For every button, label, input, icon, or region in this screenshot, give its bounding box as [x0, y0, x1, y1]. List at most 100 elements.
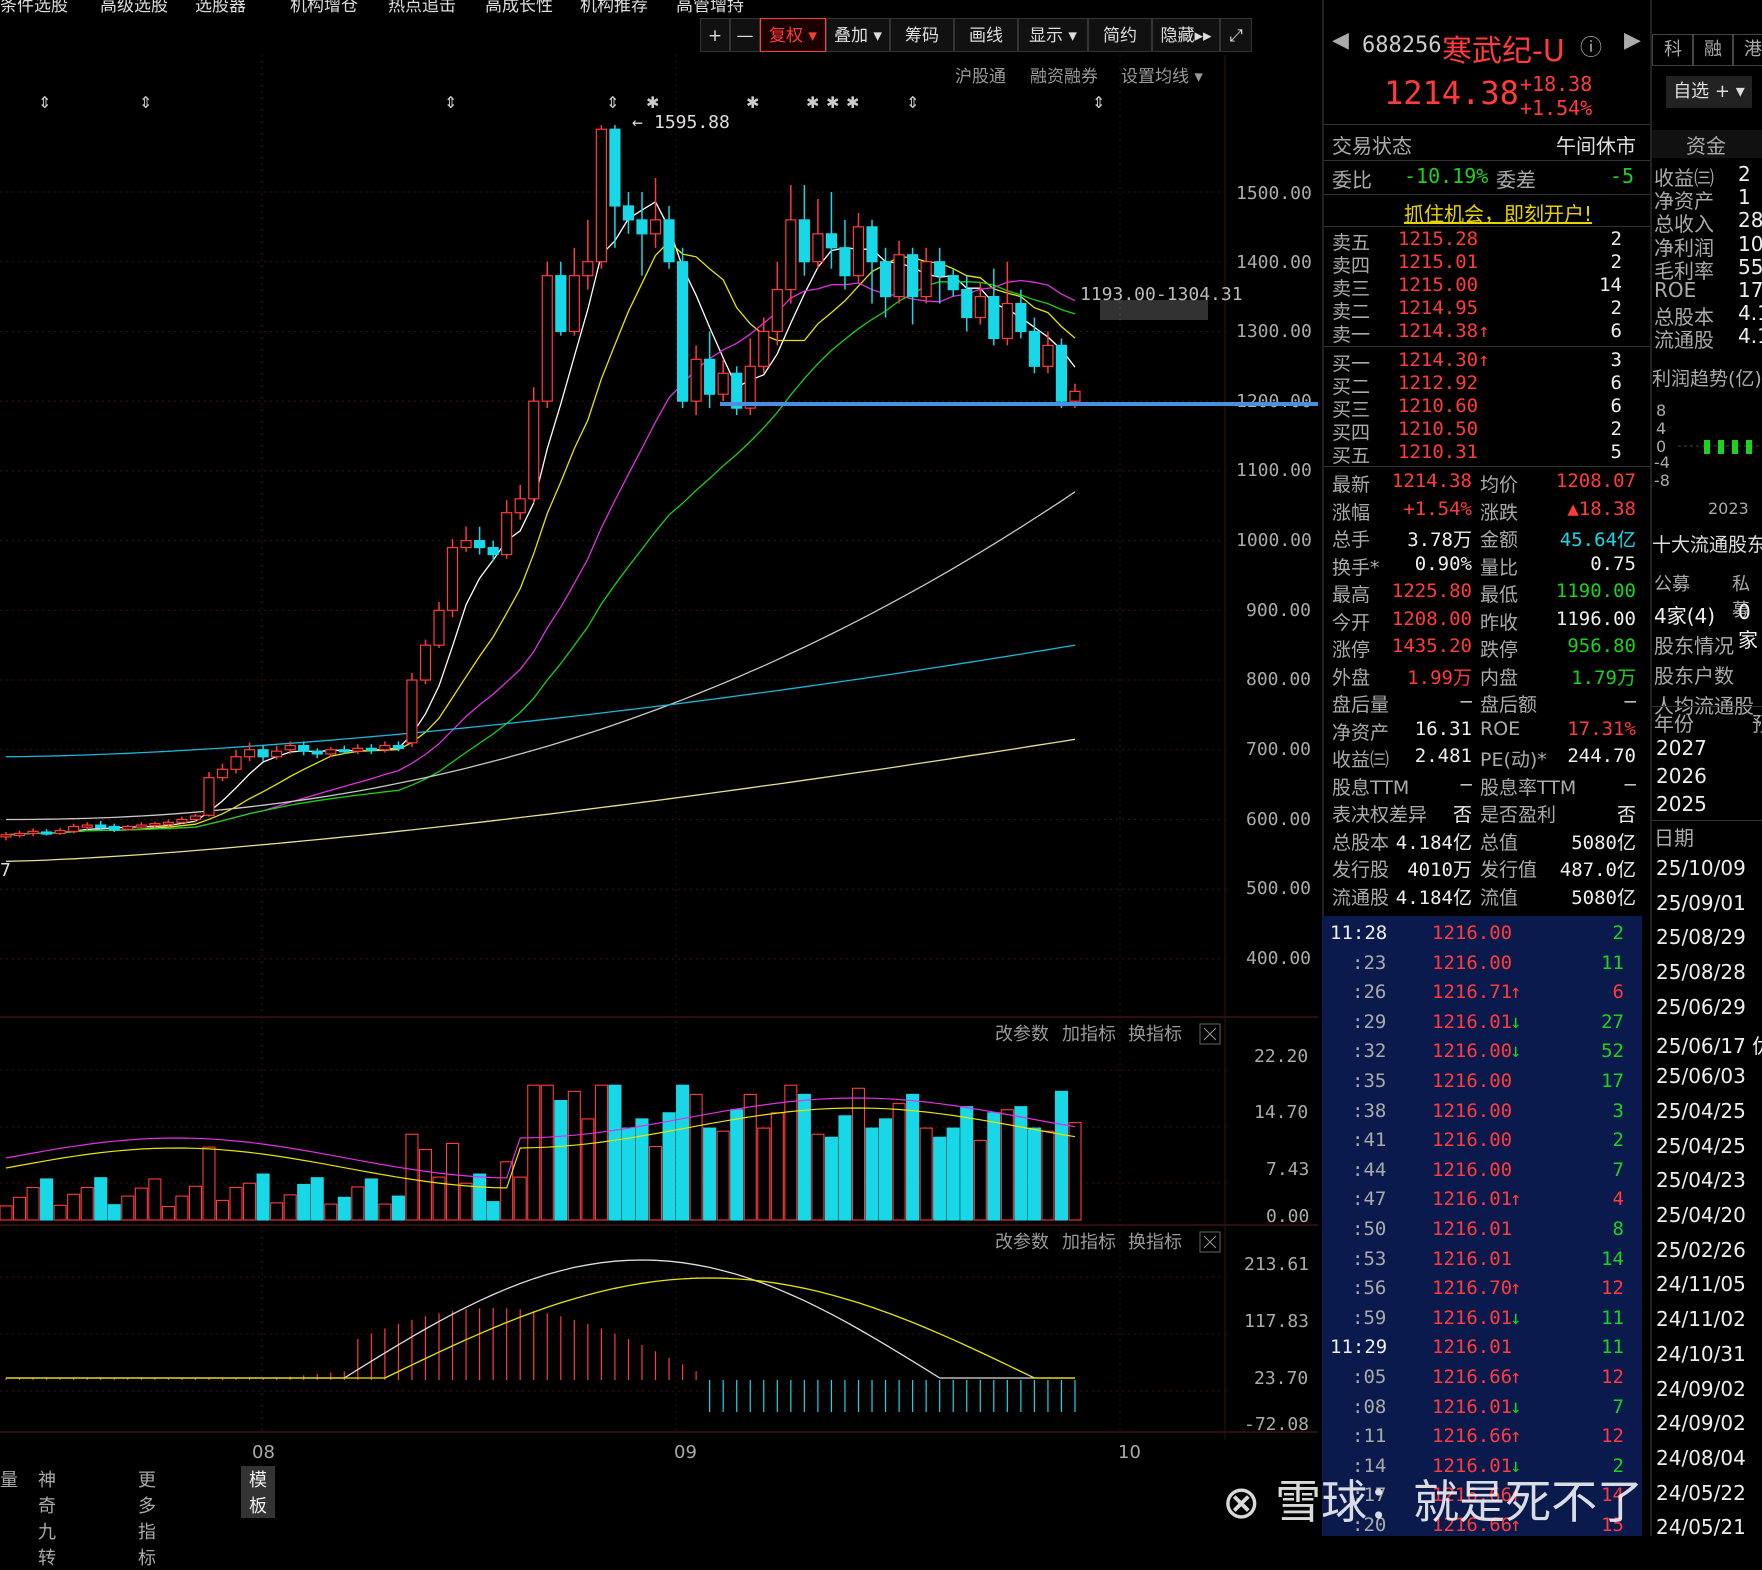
candle-body[interactable] [744, 365, 756, 409]
draw-line-button[interactable]: 画线 [954, 18, 1018, 52]
zoom-out-button[interactable]: — [730, 18, 760, 52]
tab-margin[interactable]: 融 [1692, 34, 1734, 66]
candle-body[interactable] [798, 219, 810, 263]
candle-body[interactable] [40, 831, 53, 835]
candle-body[interactable] [1028, 330, 1041, 367]
event-marker-icon[interactable]: ⇕ [906, 93, 919, 112]
candle-body[interactable] [1015, 302, 1027, 333]
add-indicator-link[interactable]: 加指标 [1062, 1024, 1116, 1045]
candle-body[interactable] [487, 546, 499, 556]
close-panel-icon[interactable] [1199, 1023, 1221, 1045]
candle-body[interactable] [162, 821, 174, 825]
candle-body[interactable] [379, 744, 391, 751]
nav-item[interactable]: 高成长性 [485, 0, 553, 14]
candle-body[interactable] [879, 261, 892, 298]
candle-body[interactable] [0, 834, 12, 838]
candle-body[interactable] [649, 219, 662, 235]
event-marker-icon[interactable]: ⇕ [606, 93, 619, 112]
nav-item[interactable]: 高管增持 [676, 0, 744, 14]
candle-body[interactable] [149, 823, 161, 827]
candle-body[interactable] [528, 400, 540, 500]
candle-body[interactable] [947, 275, 959, 291]
prev-stock-icon[interactable]: ◀ [1332, 28, 1349, 53]
candle-body[interactable] [284, 744, 296, 751]
candle-body[interactable] [582, 261, 594, 277]
candle-body[interactable] [690, 358, 702, 402]
display-button[interactable]: 显示 ▾ [1018, 18, 1088, 52]
overlay-button[interactable]: 叠加 ▾ [826, 18, 890, 52]
next-stock-icon[interactable]: ▶ [1624, 28, 1641, 53]
candle-body[interactable] [622, 205, 635, 221]
candle-body[interactable] [271, 750, 283, 758]
candle-body[interactable] [13, 832, 26, 837]
candle-body[interactable] [717, 372, 729, 395]
candle-body[interactable] [68, 825, 80, 832]
candle-body[interactable] [501, 512, 513, 556]
candle-body[interactable] [866, 226, 878, 263]
candle-body[interactable] [852, 226, 865, 277]
candle-body[interactable] [758, 330, 770, 367]
event-marker-icon[interactable]: ⇕ [139, 93, 152, 112]
tab-star-market[interactable]: 科 [1652, 34, 1694, 66]
candle-body[interactable] [839, 247, 851, 277]
candle-body[interactable] [122, 825, 134, 830]
fullscreen-button[interactable]: ⤢ [1220, 18, 1252, 52]
candle-body[interactable] [54, 830, 66, 835]
holder-link[interactable]: 股东户数 [1654, 664, 1734, 688]
add-watchlist-button[interactable]: 自选 + ▾ [1666, 76, 1752, 108]
candle-body[interactable] [433, 609, 445, 646]
candle-body[interactable] [771, 289, 783, 333]
change-indicator-link[interactable]: 换指标 [1128, 1024, 1182, 1045]
candle-body[interactable] [257, 749, 269, 758]
event-marker-icon[interactable]: ✱ [646, 93, 659, 112]
nav-item[interactable]: 选股器 [195, 0, 246, 14]
nav-item[interactable]: 机构推荐 [580, 0, 648, 14]
event-marker-icon[interactable]: ⇕ [38, 93, 51, 112]
candle-body[interactable] [81, 824, 93, 828]
tab-volume[interactable]: 量 [0, 1470, 18, 1491]
candle-body[interactable] [230, 756, 242, 770]
change-indicator-link[interactable]: 换指标 [1128, 1232, 1182, 1253]
nav-item[interactable]: 条件选股 [0, 0, 68, 14]
candle-body[interactable] [541, 275, 553, 402]
candle-body[interactable] [108, 825, 120, 831]
event-marker-icon[interactable]: ✱ [846, 93, 859, 112]
candle-body[interactable] [1055, 344, 1068, 402]
candle-body[interactable] [406, 679, 418, 744]
tick-list[interactable]: 11:28 1216.00 2:23 1216.00 11:26 1216.71 ↑ 6:29… [1322, 916, 1642, 1536]
nav-item[interactable]: 高级选股 [100, 0, 168, 14]
candle-body[interactable] [365, 747, 377, 751]
candle-body[interactable] [920, 261, 932, 298]
event-marker-icon[interactable]: ⇕ [1092, 93, 1105, 112]
candle-body[interactable] [812, 233, 824, 263]
event-marker-icon[interactable]: ✱ [826, 93, 839, 112]
candle-body[interactable] [460, 539, 472, 549]
candle-body[interactable] [1069, 390, 1081, 402]
candle-body[interactable] [893, 254, 905, 298]
candle-body[interactable] [568, 275, 580, 333]
candle-body[interactable] [1042, 344, 1054, 367]
zoom-in-button[interactable]: + [700, 18, 730, 52]
tab-more-indicators[interactable]: 更多指标 [138, 1470, 156, 1569]
candle-body[interactable] [934, 261, 946, 277]
candle-body[interactable] [514, 498, 526, 514]
candle-body[interactable] [311, 750, 323, 755]
open-account-link[interactable]: 抓住机会，即刻开户! [1404, 202, 1593, 226]
candle-body[interactable] [392, 744, 405, 749]
close-panel-icon[interactable] [1199, 1231, 1221, 1253]
candle-body[interactable] [446, 546, 459, 611]
candle-body[interactable] [176, 818, 188, 823]
candle-body[interactable] [595, 128, 607, 263]
event-marker-icon[interactable]: ✱ [746, 93, 759, 112]
candle-body[interactable] [825, 233, 838, 249]
candle-body[interactable] [95, 824, 107, 829]
simple-button[interactable]: 简约 [1088, 18, 1152, 52]
candle-body[interactable] [961, 289, 973, 319]
candle-body[interactable] [663, 219, 675, 263]
holder-link[interactable]: 股东情况 [1654, 634, 1734, 658]
candle-body[interactable] [907, 254, 919, 298]
kline-chart[interactable]: ⇕ ⇕ ⇕ ⇕ ✱ ✱ ✱ ✱ ✱ ⇕ ⇕ 1500.00 1400.00 1300.00 1200… [0, 0, 1318, 1462]
candle-body[interactable] [555, 275, 567, 333]
candle-body[interactable] [325, 749, 337, 755]
candle-body[interactable] [27, 830, 39, 835]
